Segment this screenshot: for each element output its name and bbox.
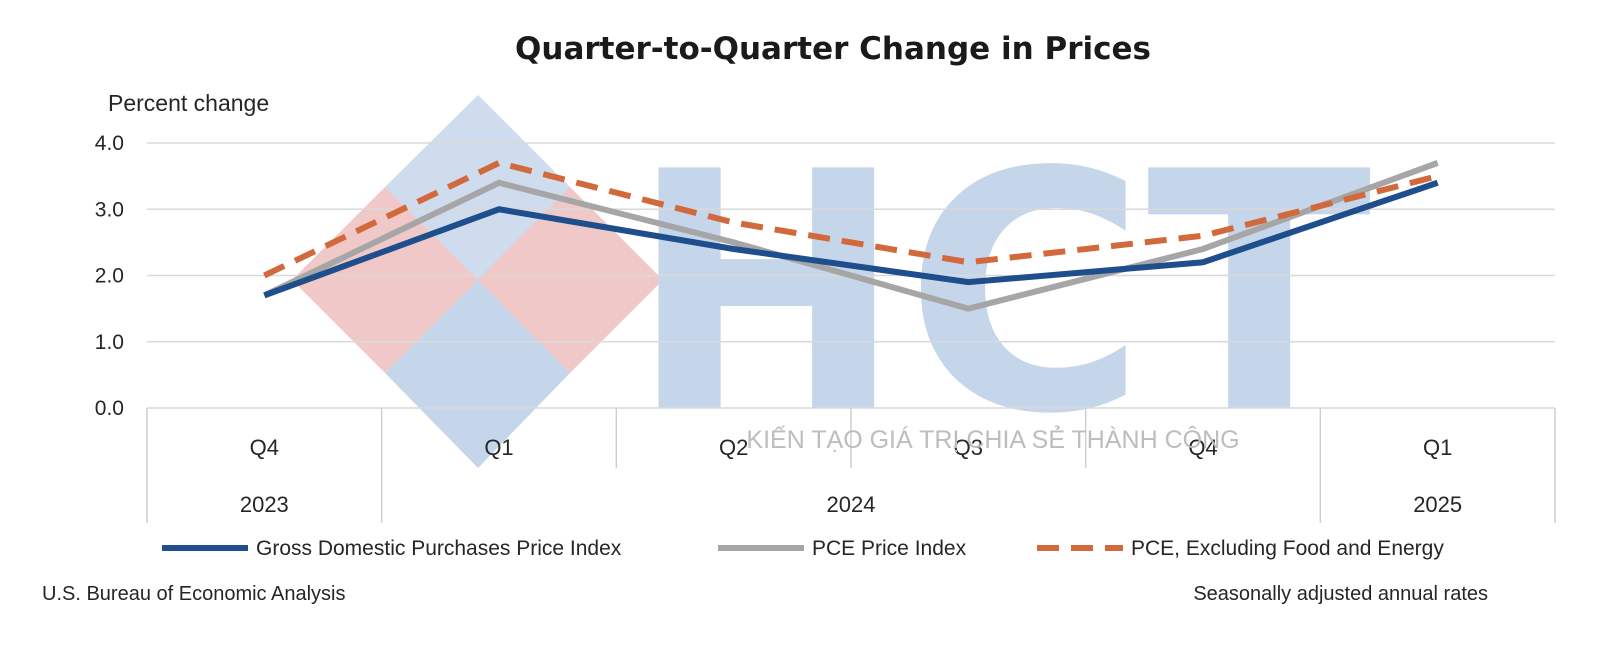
- watermark-tagline: KIẾN TẠO GIÁ TRỊ CHIA SẺ THÀNH CÔNG: [746, 424, 1239, 454]
- quarter-label: Q4: [250, 435, 279, 460]
- category-axis: 2023 2024 2025 Q4 Q1 Q2 Q3 Q4 Q1: [146, 408, 1556, 523]
- chart-title: Quarter-to-Quarter Change in Prices: [515, 31, 1151, 67]
- watermark-text: HCT: [628, 102, 1373, 486]
- legend: Gross Domestic Purchases Price Index PCE …: [162, 537, 1444, 560]
- series-line: [263, 159, 1439, 279]
- series-line: [263, 179, 1439, 299]
- year-label: 2025: [1413, 492, 1462, 517]
- gridlines: 0.0 1.0 2.0 3.0 4.0: [95, 132, 1555, 420]
- y-axis-label: Percent change: [108, 90, 269, 116]
- seasonal-adjustment-note: Seasonally adjusted annual rates: [1193, 583, 1488, 605]
- series-lines: [263, 159, 1439, 312]
- legend-label: PCE, Excluding Food and Energy: [1131, 537, 1444, 560]
- hct-watermark-logo: HCT: [292, 95, 1374, 486]
- y-tick-label: 2.0: [95, 265, 124, 288]
- y-tick-label: 1.0: [95, 331, 124, 354]
- legend-label: Gross Domestic Purchases Price Index: [256, 537, 622, 560]
- quarter-label: Q2: [719, 435, 748, 460]
- quarter-label: Q4: [1188, 435, 1217, 460]
- quarter-label: Q1: [1423, 435, 1452, 460]
- quarter-label: Q3: [954, 435, 983, 460]
- legend-label: PCE Price Index: [812, 537, 967, 560]
- year-label: 2023: [240, 492, 289, 517]
- series-line: [263, 160, 1439, 312]
- source-note: U.S. Bureau of Economic Analysis: [42, 583, 345, 605]
- quarter-label: Q1: [484, 435, 513, 460]
- watermark-diamond-blue-bottom: [385, 280, 570, 468]
- watermark-diamond-blue-top: [385, 95, 570, 280]
- y-tick-label: 4.0: [95, 132, 124, 155]
- year-label: 2024: [827, 492, 876, 517]
- y-tick-label: 3.0: [95, 198, 124, 221]
- y-tick-label: 0.0: [95, 397, 124, 420]
